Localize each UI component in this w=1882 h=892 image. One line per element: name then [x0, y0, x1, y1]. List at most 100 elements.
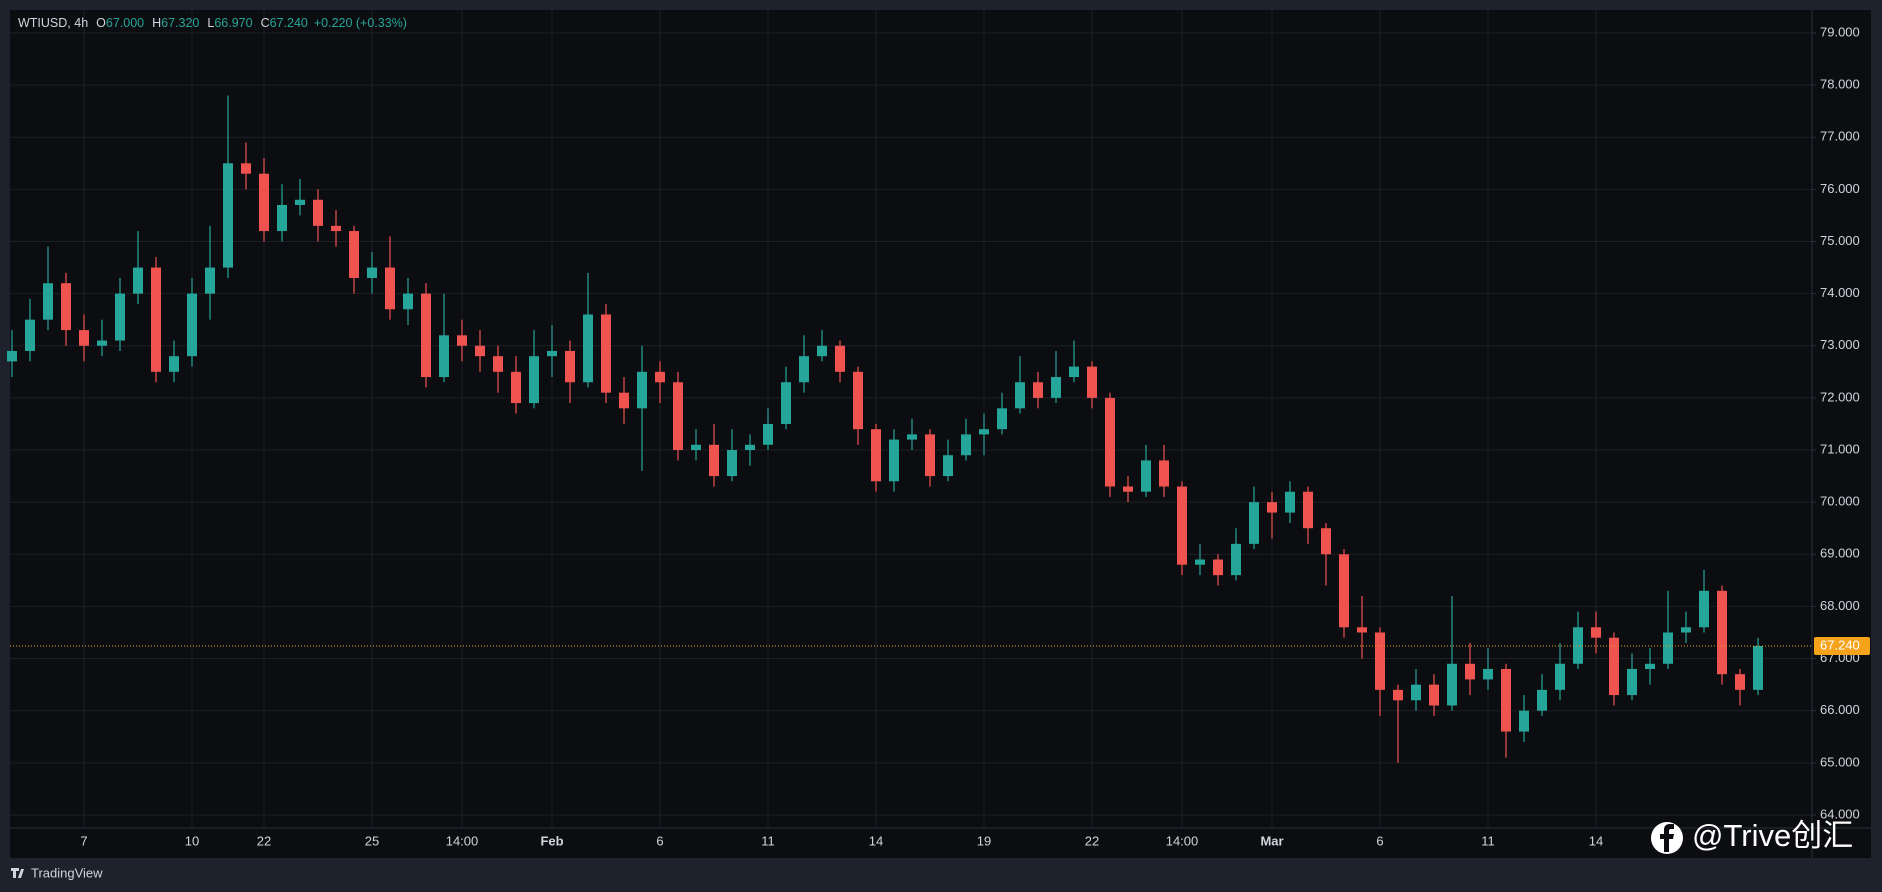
x-tick-label: 22 — [257, 833, 271, 848]
ohlc-legend: WTIUSD, 4h O67.000 H67.320 L66.970 C67.240 +0… — [18, 16, 407, 30]
candle-body — [457, 335, 467, 346]
candle-body — [115, 293, 125, 341]
candle-body — [475, 345, 485, 357]
x-tick-label: 11 — [1481, 833, 1495, 848]
candle-body — [799, 356, 809, 383]
candle-body — [601, 314, 611, 393]
candle-body — [187, 293, 197, 357]
candle-body — [493, 356, 503, 372]
candle-body — [1015, 382, 1025, 409]
legend-key: L — [207, 16, 214, 30]
x-tick-label: 14:00 — [446, 833, 479, 848]
candle-body — [1069, 366, 1079, 378]
candle-body — [133, 267, 143, 294]
candle-body — [1483, 668, 1493, 680]
y-tick-label: 66.000 — [1820, 702, 1860, 717]
x-tick-label: Mar — [1260, 833, 1283, 848]
x-tick-label: 7 — [80, 833, 87, 848]
candle-body — [583, 314, 593, 383]
candle-body — [1159, 460, 1169, 487]
candle-body — [1699, 590, 1709, 628]
candle-body — [997, 408, 1007, 430]
candle-body — [511, 371, 521, 404]
candle-body — [1537, 689, 1547, 711]
y-tick-label: 70.000 — [1820, 494, 1860, 509]
candle-body — [1501, 668, 1511, 732]
watermark-icon-glyph — [1660, 824, 1674, 852]
y-tick-label: 76.000 — [1820, 181, 1860, 196]
x-tick-label: 14:00 — [1166, 833, 1199, 848]
candle-body — [979, 429, 989, 435]
candle-body — [673, 382, 683, 451]
candle-body — [1447, 663, 1457, 706]
candle-body — [1519, 710, 1529, 732]
x-tick-label: 14 — [869, 833, 883, 848]
candle-body — [43, 283, 53, 320]
candle-body — [817, 345, 827, 357]
y-tick-label: 69.000 — [1820, 546, 1860, 561]
grid — [10, 10, 1812, 828]
y-tick-label: 65.000 — [1820, 754, 1860, 769]
candle-body — [1627, 668, 1637, 696]
legend-symbol: WTIUSD, 4h — [18, 16, 88, 30]
candle-body — [1285, 491, 1295, 513]
candle-body — [1267, 502, 1277, 513]
legend-value: 67.240 — [270, 16, 308, 30]
legend-value: 67.320 — [161, 16, 199, 30]
y-tick-label: 79.000 — [1820, 24, 1860, 39]
candle-body — [1591, 627, 1601, 638]
y-tick-label: 73.000 — [1820, 337, 1860, 352]
candle-body — [1609, 637, 1619, 696]
candle-body — [961, 434, 971, 456]
candle-body — [853, 371, 863, 430]
candle-body — [1429, 684, 1439, 706]
y-tick-label: 68.000 — [1820, 598, 1860, 613]
candle-body — [1681, 627, 1691, 633]
candle-body — [1465, 663, 1475, 680]
candle-body — [241, 163, 251, 174]
candle-body — [79, 330, 89, 346]
y-tick-label: 75.000 — [1820, 233, 1860, 248]
candle-body — [1231, 543, 1241, 576]
candle-body — [907, 434, 917, 440]
y-tick-label: 78.000 — [1820, 77, 1860, 92]
y-tick-label: 77.000 — [1820, 129, 1860, 144]
candle-body — [385, 267, 395, 310]
candle-body — [709, 444, 719, 477]
x-tick-label: 6 — [1376, 833, 1383, 848]
legend-value: 66.970 — [214, 16, 252, 30]
candle-body — [223, 163, 233, 268]
watermark: @Trive创汇 — [1651, 818, 1853, 854]
x-tick-label: Feb — [540, 833, 563, 848]
x-tick-label: 19 — [977, 833, 991, 848]
y-tick-label: 72.000 — [1820, 389, 1860, 404]
candle-body — [259, 173, 269, 232]
x-tick-label: 11 — [761, 833, 775, 848]
legend-key: H — [152, 16, 161, 30]
legend-key: C — [261, 16, 270, 30]
x-tick-label: 6 — [656, 833, 663, 848]
candle-body — [943, 455, 953, 477]
candle-body — [1663, 632, 1673, 664]
candle-body — [1177, 486, 1187, 565]
candle-body — [889, 439, 899, 482]
candle-body — [403, 293, 413, 310]
candle-body — [25, 319, 35, 351]
candle-body — [1051, 377, 1061, 398]
candle-body — [151, 267, 161, 372]
candle-body — [763, 423, 773, 445]
candle-body — [295, 199, 305, 205]
candle-body — [277, 204, 287, 232]
candle-body — [7, 350, 17, 362]
candle-body — [1321, 528, 1331, 555]
candle-body — [547, 350, 557, 357]
candle-body — [529, 356, 539, 404]
axes: 64.00065.00066.00067.00068.00069.00070.0… — [80, 24, 1870, 848]
candle-body — [1087, 366, 1097, 398]
candle-body — [1735, 674, 1745, 690]
tradingview-logo: TradingView — [11, 865, 103, 880]
y-tick-label: 64.000 — [1820, 806, 1860, 821]
legend-value: 67.000 — [106, 16, 144, 30]
